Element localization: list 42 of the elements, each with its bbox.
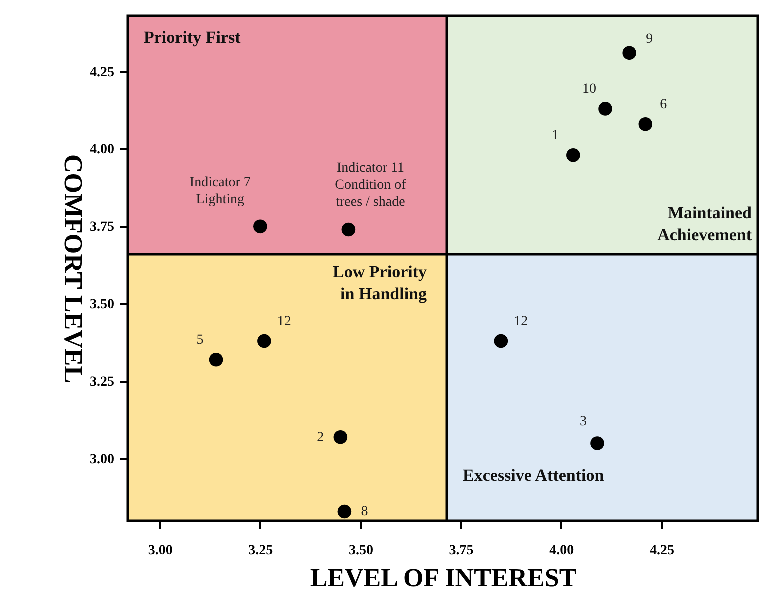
y-tick-label: 3.00 — [90, 452, 114, 468]
y-tick-label: 3.25 — [90, 375, 114, 390]
annotation: 12 — [514, 314, 528, 330]
y-tick-label: 4.00 — [90, 142, 114, 158]
x-tick-label: 3.75 — [449, 544, 474, 558]
point — [638, 118, 653, 132]
annotation: Priority First — [144, 28, 242, 47]
annotation: Excessive Attention — [463, 466, 605, 485]
annotation: 12 — [277, 314, 292, 330]
annotation: 10 — [582, 82, 597, 97]
annotation: 6 — [660, 97, 668, 112]
annotation: Low Priority in Handling — [333, 262, 428, 304]
annotation: Indicator 7 Lighting — [190, 176, 251, 208]
y-axis-title: COMFORT LEVEL — [59, 154, 88, 384]
annotation: 8 — [361, 504, 368, 520]
point — [590, 436, 604, 450]
annotation: Maintained Achievement — [658, 204, 753, 245]
x-tick-label: 3.50 — [348, 544, 374, 558]
point — [209, 353, 224, 367]
point — [566, 148, 580, 162]
point — [334, 430, 348, 444]
point — [622, 46, 636, 60]
x-tick-label: 3.25 — [248, 544, 274, 558]
annotation: Indicator 11 Condition of trees / shade — [335, 160, 407, 210]
x-axis-title: LEVEL OF INTEREST — [310, 564, 577, 592]
y-tick-label: 4.25 — [90, 65, 114, 80]
y-tick-label: 3.50 — [90, 298, 114, 313]
point — [494, 334, 508, 348]
point — [254, 220, 268, 234]
x-tick-label: 4.00 — [550, 544, 574, 558]
y-tick-label: 3.75 — [90, 220, 114, 236]
annotation: 3 — [580, 414, 587, 430]
x-tick-label: 3.00 — [148, 544, 173, 558]
x-tick-label: 4.25 — [650, 544, 674, 558]
point — [342, 222, 356, 237]
annotation: 1 — [552, 128, 559, 144]
annotation: 5 — [196, 332, 204, 348]
annotation: 2 — [317, 430, 324, 446]
point — [258, 334, 272, 348]
annotation: 9 — [646, 32, 654, 48]
point — [338, 504, 352, 519]
point — [598, 102, 612, 116]
